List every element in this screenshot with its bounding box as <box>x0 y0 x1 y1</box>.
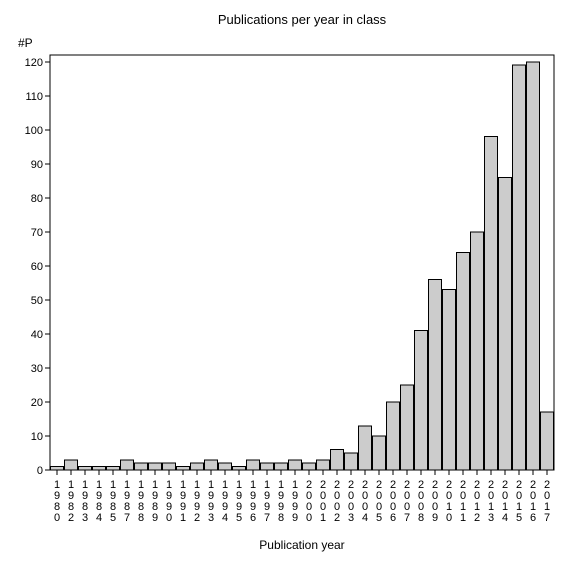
bar-2016 <box>527 62 540 470</box>
bar-2002 <box>331 450 344 470</box>
x-tick-label: 1984 <box>96 479 102 524</box>
bar-1985 <box>107 467 120 470</box>
x-axis-label: Publication year <box>259 538 344 552</box>
bar-2004 <box>359 426 372 470</box>
bar-2012 <box>471 232 484 470</box>
bar-1982 <box>65 460 78 470</box>
x-tick-label: 1983 <box>82 479 88 524</box>
x-tick-label: 2008 <box>418 479 424 524</box>
x-tick-label: 1998 <box>278 479 284 524</box>
bar-2010 <box>443 290 456 470</box>
y-tick-label: 10 <box>31 431 43 443</box>
x-tick-label: 1997 <box>264 479 270 524</box>
x-tick-label: 2017 <box>544 479 550 524</box>
y-axis-label: #P <box>18 36 33 50</box>
x-tick-label: 1985 <box>110 479 116 524</box>
x-tick-label: 2012 <box>474 479 480 524</box>
bar-2005 <box>373 436 386 470</box>
x-tick-label: 2013 <box>488 479 494 524</box>
y-tick-label: 100 <box>25 125 43 137</box>
bar-1980 <box>51 467 64 470</box>
y-tick-label: 20 <box>31 397 43 409</box>
y-tick-label: 90 <box>31 159 43 171</box>
x-tick-label: 1995 <box>236 479 242 524</box>
bar-1988 <box>135 463 148 470</box>
bar-1995 <box>233 467 246 470</box>
chart-title: Publications per year in class <box>218 12 387 27</box>
bar-2014 <box>499 177 512 470</box>
bar-2011 <box>457 252 470 470</box>
x-tick-label: 2010 <box>446 479 452 524</box>
x-tick-label: 2004 <box>362 479 368 524</box>
bar-2008 <box>415 331 428 470</box>
y-tick-label: 0 <box>37 465 43 477</box>
bar-1996 <box>247 460 260 470</box>
y-tick-label: 80 <box>31 193 43 205</box>
bar-2001 <box>317 460 330 470</box>
bar-1999 <box>289 460 302 470</box>
x-tick-label: 1992 <box>194 479 200 524</box>
bar-2006 <box>387 402 400 470</box>
x-tick-label: 1989 <box>152 479 158 524</box>
x-tick-label: 1988 <box>138 479 144 524</box>
bar-1993 <box>205 460 218 470</box>
x-tick-label: 2014 <box>502 479 508 524</box>
x-tick-label: 2009 <box>432 479 438 524</box>
x-tick-label: 1990 <box>166 479 172 524</box>
x-tick-label: 2005 <box>376 479 382 524</box>
bar-1984 <box>93 467 106 470</box>
x-tick-label: 2003 <box>348 479 354 524</box>
bar-2003 <box>345 453 358 470</box>
x-tick-label: 2007 <box>404 479 410 524</box>
bar-1997 <box>261 463 274 470</box>
bar-2017 <box>541 412 554 470</box>
bar-1994 <box>219 463 232 470</box>
x-tick-label: 2002 <box>334 479 340 524</box>
x-tick-label: 1993 <box>208 479 214 524</box>
x-tick-label: 2001 <box>320 479 326 524</box>
bar-1998 <box>275 463 288 470</box>
bar-1990 <box>163 463 176 470</box>
bar-1992 <box>191 463 204 470</box>
x-tick-label: 1991 <box>180 479 186 524</box>
bar-2009 <box>429 280 442 470</box>
x-tick-label: 2015 <box>516 479 522 524</box>
x-tick-label: 1996 <box>250 479 256 524</box>
x-tick-label: 1999 <box>292 479 298 524</box>
x-tick-label: 1982 <box>68 479 74 524</box>
y-tick-label: 70 <box>31 227 43 239</box>
x-tick-label: 1980 <box>54 479 60 524</box>
x-tick-label: 2016 <box>530 479 536 524</box>
publications-bar-chart: 0 10 20 30 40 50 60 70 80 90 100 110 120 #P 1980 1982 19… <box>0 0 567 567</box>
bar-2013 <box>485 137 498 470</box>
bar-2007 <box>401 385 414 470</box>
x-tick-label: 1987 <box>124 479 130 524</box>
y-tick-label: 40 <box>31 329 43 341</box>
bar-1987 <box>121 460 134 470</box>
bar-1983 <box>79 467 92 470</box>
x-tick-label: 1994 <box>222 479 228 524</box>
bar-1989 <box>149 463 162 470</box>
x-tick-label: 2000 <box>306 479 312 524</box>
bar-2000 <box>303 463 316 470</box>
y-tick-label: 50 <box>31 295 43 307</box>
y-tick-label: 110 <box>25 91 43 103</box>
bar-2015 <box>513 65 526 470</box>
x-tick-label: 2011 <box>460 479 466 524</box>
y-tick-label: 120 <box>25 57 43 69</box>
bar-1991 <box>177 467 190 470</box>
x-tick-label: 2006 <box>390 479 396 524</box>
y-tick-label: 60 <box>31 261 43 273</box>
y-tick-label: 30 <box>31 363 43 375</box>
